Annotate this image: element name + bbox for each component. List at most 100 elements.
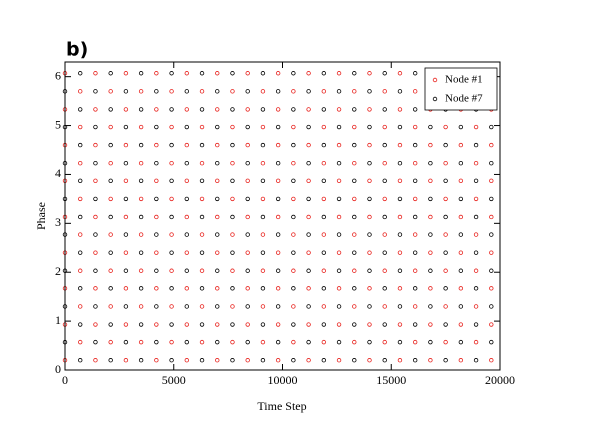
point (367, 358, 372, 363)
point (123, 107, 129, 112)
point (245, 160, 250, 166)
point (352, 196, 357, 202)
point (382, 142, 387, 148)
point (184, 142, 189, 148)
point (138, 304, 144, 309)
point (367, 71, 372, 76)
point (184, 250, 189, 255)
point (291, 178, 296, 183)
point (260, 71, 266, 76)
point (93, 322, 98, 327)
point (245, 89, 250, 94)
point (275, 71, 281, 76)
point (397, 232, 403, 237)
point (245, 196, 250, 202)
y-tick-label: 0 (55, 362, 61, 376)
point (321, 196, 327, 202)
point (260, 160, 266, 166)
point (215, 196, 220, 202)
point (138, 160, 144, 166)
point (154, 286, 159, 291)
point (336, 250, 342, 255)
point (123, 214, 129, 220)
point (230, 304, 235, 309)
point (321, 286, 327, 291)
point (336, 286, 342, 291)
point (352, 89, 357, 94)
point (154, 232, 159, 237)
point (275, 107, 281, 112)
point (443, 178, 448, 183)
point (352, 304, 357, 309)
point (382, 286, 387, 291)
point (138, 89, 144, 94)
point (306, 214, 311, 220)
point (473, 196, 479, 202)
point (306, 339, 311, 345)
point (230, 358, 235, 363)
point (367, 304, 372, 309)
point (458, 232, 464, 237)
panel-label: b) (66, 39, 88, 61)
point (397, 142, 403, 148)
point (458, 286, 464, 291)
point (230, 322, 235, 327)
point (489, 339, 494, 345)
point (275, 214, 281, 220)
point (230, 71, 235, 76)
point (397, 322, 403, 327)
point (336, 196, 342, 202)
point (275, 250, 281, 255)
point (169, 124, 174, 130)
point (260, 124, 266, 130)
legend-marker (432, 77, 438, 83)
point (336, 232, 342, 237)
point (382, 268, 387, 273)
point (93, 89, 98, 94)
point (489, 304, 494, 309)
y-tick-label: 1 (55, 313, 61, 327)
point (336, 71, 342, 76)
point (352, 286, 357, 291)
point (78, 196, 83, 202)
legend-label: Node #7 (445, 93, 483, 105)
point (458, 250, 464, 255)
point (123, 286, 129, 291)
point (215, 160, 220, 166)
point (367, 142, 372, 148)
point (78, 214, 83, 220)
legend-marker (432, 96, 438, 102)
point (123, 89, 129, 94)
point (412, 160, 418, 166)
point (123, 250, 129, 255)
point (215, 304, 220, 309)
point (138, 322, 144, 327)
point (489, 142, 494, 148)
point (260, 142, 266, 148)
point (108, 142, 113, 148)
point (230, 250, 235, 255)
point (154, 160, 159, 166)
point (336, 160, 342, 166)
point (230, 232, 235, 237)
point (154, 322, 159, 327)
legend-label: Node #1 (445, 74, 483, 86)
point (428, 214, 433, 220)
point (489, 250, 494, 255)
point (199, 89, 205, 94)
point (108, 178, 113, 183)
point (169, 214, 174, 220)
y-tick-label: 5 (55, 117, 61, 131)
point (154, 196, 159, 202)
point (184, 214, 189, 220)
point (215, 250, 220, 255)
point (336, 107, 342, 112)
point (123, 71, 129, 76)
point (260, 232, 266, 237)
point (78, 142, 83, 148)
point (321, 160, 327, 166)
point (443, 286, 448, 291)
point (412, 358, 418, 363)
point (93, 250, 98, 255)
point (215, 286, 220, 291)
